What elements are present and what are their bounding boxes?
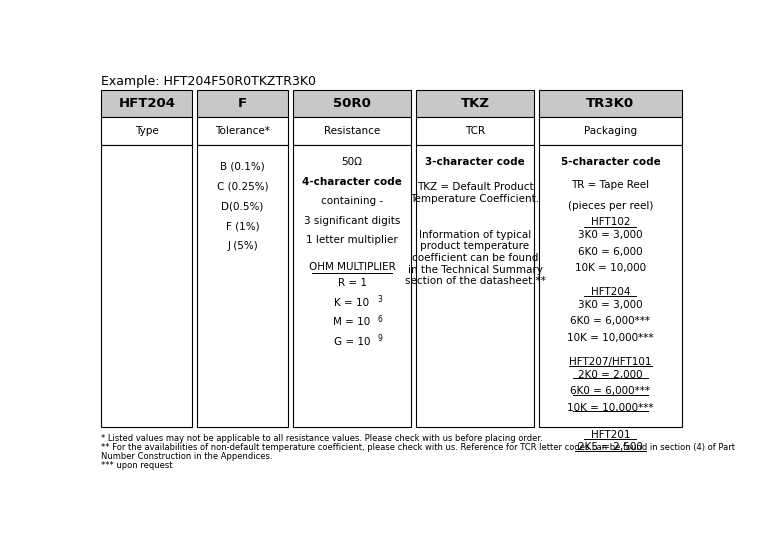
Bar	[293, 117, 411, 145]
Text: HFT207/HFT101: HFT207/HFT101	[569, 357, 652, 367]
Text: M = 10: M = 10	[333, 317, 371, 327]
Text: 6K0 = 6,000: 6K0 = 6,000	[578, 246, 642, 256]
Text: 6K0 = 6,000***: 6K0 = 6,000***	[571, 386, 650, 396]
Text: 2K0 = 2,000: 2K0 = 2,000	[578, 369, 642, 380]
Bar	[101, 117, 192, 145]
Text: HFT201: HFT201	[591, 430, 630, 440]
Bar	[197, 145, 288, 427]
Bar	[539, 90, 682, 117]
Text: F (1%): F (1%)	[226, 221, 259, 231]
Bar	[197, 117, 288, 145]
Bar	[101, 145, 192, 427]
Bar	[416, 145, 534, 427]
Text: C (0.25%): C (0.25%)	[217, 181, 269, 191]
Bar	[416, 117, 534, 145]
Text: HFT204: HFT204	[591, 287, 630, 297]
Text: 10K = 10,000: 10K = 10,000	[575, 263, 646, 273]
Text: TR3K0: TR3K0	[586, 97, 635, 110]
Text: 5-character code: 5-character code	[561, 157, 660, 167]
Text: J (5%): J (5%)	[227, 241, 258, 251]
Text: containing -: containing -	[321, 196, 383, 206]
Text: * Listed values may not be applicable to all resistance values. Please check wit: * Listed values may not be applicable to…	[101, 434, 543, 443]
Text: 3 significant digits: 3 significant digits	[304, 216, 401, 226]
Text: ** For the availabilities of non-default temperature coefficient, please check w: ** For the availabilities of non-default…	[101, 443, 736, 452]
Text: Number Construction in the Appendices.: Number Construction in the Appendices.	[101, 453, 273, 461]
Bar	[293, 145, 411, 427]
Bar	[539, 145, 682, 427]
Text: 9: 9	[378, 334, 382, 343]
Text: HFT204: HFT204	[118, 97, 175, 110]
Text: D(0.5%): D(0.5%)	[221, 201, 264, 211]
Text: G = 10: G = 10	[333, 337, 370, 347]
Text: 3: 3	[378, 295, 382, 304]
Text: Resistance: Resistance	[324, 126, 380, 136]
Text: 6: 6	[378, 315, 382, 323]
Text: Information of typical
product temperature
coefficient can be found
in the Techn: Information of typical product temperatu…	[404, 230, 546, 286]
Text: TR = Tape Reel: TR = Tape Reel	[571, 180, 649, 190]
Text: 3K0 = 3,000: 3K0 = 3,000	[578, 300, 642, 310]
Bar	[197, 90, 288, 117]
Text: Packaging: Packaging	[584, 126, 637, 136]
Text: 4-character code: 4-character code	[302, 177, 402, 187]
Text: 1 letter multiplier: 1 letter multiplier	[306, 235, 398, 245]
Text: F: F	[238, 97, 247, 110]
Text: 3-character code: 3-character code	[425, 157, 525, 167]
Bar	[101, 90, 192, 117]
Bar	[416, 90, 534, 117]
Text: HFT102: HFT102	[591, 218, 630, 227]
Text: 10K = 10,000***: 10K = 10,000***	[567, 333, 654, 343]
Text: TKZ: TKZ	[461, 97, 490, 110]
Bar	[293, 90, 411, 117]
Text: (pieces per reel): (pieces per reel)	[568, 201, 653, 211]
Text: R = 1: R = 1	[337, 278, 366, 288]
Text: 10K = 10,000***: 10K = 10,000***	[567, 403, 654, 413]
Text: 2K5 = 2,500: 2K5 = 2,500	[578, 442, 643, 453]
Text: 50R0: 50R0	[333, 97, 371, 110]
Text: OHM MULTIPLIER: OHM MULTIPLIER	[309, 262, 395, 272]
Text: 50Ω: 50Ω	[342, 157, 362, 167]
Bar	[539, 117, 682, 145]
Text: 3K0 = 3,000: 3K0 = 3,000	[578, 230, 642, 240]
Text: K = 10: K = 10	[334, 298, 369, 308]
Text: 6K0 = 6,000***: 6K0 = 6,000***	[571, 316, 650, 326]
Text: TCR: TCR	[465, 126, 485, 136]
Text: *** upon request: *** upon request	[101, 462, 172, 470]
Text: Tolerance*: Tolerance*	[215, 126, 270, 136]
Text: Type: Type	[135, 126, 159, 136]
Text: Example: HFT204F50R0TKZTR3K0: Example: HFT204F50R0TKZTR3K0	[101, 75, 317, 88]
Text: TKZ = Default Product
Temperature Coefficient.: TKZ = Default Product Temperature Coeffi…	[410, 182, 539, 204]
Text: B (0.1%): B (0.1%)	[221, 161, 265, 171]
